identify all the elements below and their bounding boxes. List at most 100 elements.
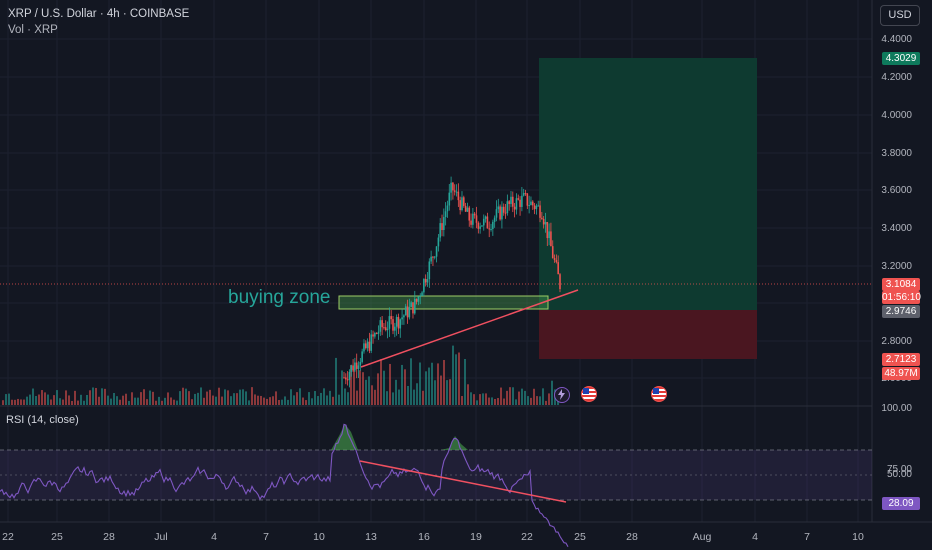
candle-body (397, 316, 400, 329)
price-tick: 4.0000 (881, 110, 912, 121)
volume-bar (17, 398, 19, 405)
volume-bar (308, 392, 310, 405)
volume-bar (548, 393, 550, 405)
candle-body (472, 213, 474, 225)
us-flag-event-icon[interactable] (581, 386, 597, 402)
candle-body (519, 199, 521, 207)
volume-bar (236, 393, 238, 405)
volume-bar (533, 388, 535, 405)
candle-body (343, 377, 345, 379)
candle-body (386, 328, 389, 331)
volume-bar (494, 399, 496, 405)
candle-body (372, 334, 374, 337)
volume-bar (11, 399, 13, 405)
candle-body (484, 216, 487, 219)
rsi-axis-tick: 75.00 (886, 464, 912, 475)
target-profit-zone[interactable] (539, 58, 757, 310)
volume-bar (119, 399, 121, 405)
candle-body (541, 217, 543, 219)
volume-bar (179, 391, 181, 405)
volume-bar (320, 392, 322, 405)
time-tick: 16 (418, 531, 430, 543)
volume-indicator-label[interactable]: Vol · XRP (8, 24, 58, 36)
volume-bar (524, 390, 526, 405)
candle-body (526, 193, 529, 206)
volume-bar (152, 391, 154, 405)
support-trendline[interactable] (360, 289, 579, 368)
volume-bar (158, 396, 160, 405)
candle-body (521, 195, 523, 207)
rsi-overbought-fill (331, 424, 468, 450)
volume-bar (317, 396, 319, 405)
candle-body (415, 298, 418, 302)
candle-body (501, 206, 503, 220)
flash-event-icon[interactable] (554, 387, 570, 403)
volume-bar (464, 358, 466, 405)
candle-body (377, 331, 380, 334)
volume-bar (176, 400, 178, 405)
candle-body (412, 302, 414, 314)
candle-body (461, 197, 463, 211)
candle-body (390, 316, 392, 320)
candle-body (424, 278, 427, 283)
volume-bar (134, 397, 136, 405)
volume-bar (353, 369, 355, 405)
candle-body (348, 371, 351, 380)
time-tick: 25 (574, 531, 586, 543)
time-tick: 4 (211, 531, 217, 543)
volume-bar (50, 399, 52, 405)
candle-body (359, 361, 362, 366)
currency-button[interactable]: USD (880, 5, 920, 26)
volume-bar (479, 394, 481, 405)
candle-body (446, 205, 449, 212)
candle-body (490, 228, 492, 230)
volume-bar (293, 395, 295, 405)
rsi-divergence-line[interactable] (359, 460, 567, 503)
candle-body (395, 316, 398, 327)
stop-loss-zone[interactable] (539, 310, 757, 359)
candle-body (550, 231, 552, 247)
volume-bar (14, 399, 16, 405)
candle-body (408, 306, 411, 318)
volume-bar (269, 397, 271, 405)
volume-bar (335, 357, 337, 405)
price-tick: 2.8000 (881, 336, 912, 347)
candle-body (404, 306, 407, 316)
rsi-indicator-label[interactable]: RSI (14, close) (6, 414, 79, 426)
volume-bar (329, 390, 331, 405)
candle-body (559, 274, 561, 290)
us-flag-event-icon[interactable] (651, 386, 667, 402)
volume-bar (368, 376, 370, 405)
volume-bar (365, 379, 367, 405)
volume-bar (302, 397, 304, 405)
volume-bar (380, 359, 382, 405)
volume-bar (131, 392, 133, 405)
volume-bar (497, 398, 499, 405)
volume-bar (419, 362, 421, 405)
volume-bar (26, 396, 28, 405)
volume-bar (512, 387, 514, 405)
volume-bar (230, 396, 232, 405)
time-tick: 7 (804, 531, 810, 543)
volume-bar (149, 390, 151, 405)
volume-bar (515, 399, 517, 405)
candle-body (426, 279, 429, 283)
volume-bar (509, 387, 511, 405)
volume-bar (410, 358, 412, 405)
volume-bar (209, 389, 211, 405)
candle-body (555, 260, 558, 263)
volume-bar (35, 395, 37, 405)
volume-bar (452, 345, 454, 405)
buying-zone-box[interactable] (338, 295, 549, 310)
volume-bar (386, 391, 388, 405)
candle-body (406, 306, 409, 318)
volume-bar (104, 388, 106, 405)
time-tick: 25 (51, 531, 63, 543)
candle-body (530, 201, 532, 206)
candle-body (486, 216, 489, 229)
symbol-title[interactable]: XRP / U.S. Dollar · 4h · COINBASE (8, 8, 190, 20)
candle-body (531, 201, 534, 206)
volume-bar (500, 387, 502, 405)
time-tick: Jul (154, 531, 168, 543)
